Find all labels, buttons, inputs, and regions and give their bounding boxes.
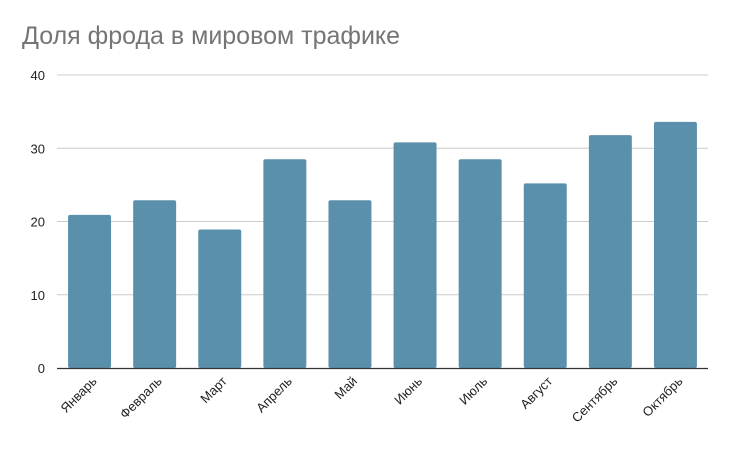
x-tick-label: Февраль (117, 373, 165, 421)
bar (198, 229, 242, 368)
bars (68, 121, 697, 368)
y-tick-label: 10 (31, 288, 45, 303)
bar (653, 121, 697, 368)
bar (263, 159, 307, 368)
chart-title: Доля фрода в мировом трафике (22, 22, 401, 50)
bar (393, 142, 437, 368)
y-tick-label: 40 (31, 68, 45, 83)
bar (68, 214, 112, 368)
x-tick-label: Апрель (253, 373, 295, 415)
y-tick-label: 30 (31, 141, 45, 156)
y-tick-label: 0 (38, 361, 45, 376)
x-tick-label: Июль (456, 373, 490, 407)
y-tick-label: 20 (31, 215, 45, 230)
bar (133, 200, 177, 368)
x-tick-label: Август (517, 373, 555, 411)
x-tick-label: Май (331, 374, 360, 403)
bar (523, 183, 567, 368)
x-tick-label: Январь (58, 373, 100, 415)
x-axis-ticks: Январь Февраль Март Апрель Май Июнь Июль Август… (58, 373, 686, 425)
x-tick-label: Март (197, 373, 230, 406)
x-tick-label: Сентябрь (569, 373, 621, 425)
bar (328, 200, 372, 368)
bar (588, 135, 632, 368)
bar (458, 159, 502, 368)
x-tick-label: Октябрь (639, 373, 685, 419)
x-tick-label: Июнь (391, 373, 425, 407)
y-axis-ticks: 0 10 20 30 40 (31, 68, 45, 376)
